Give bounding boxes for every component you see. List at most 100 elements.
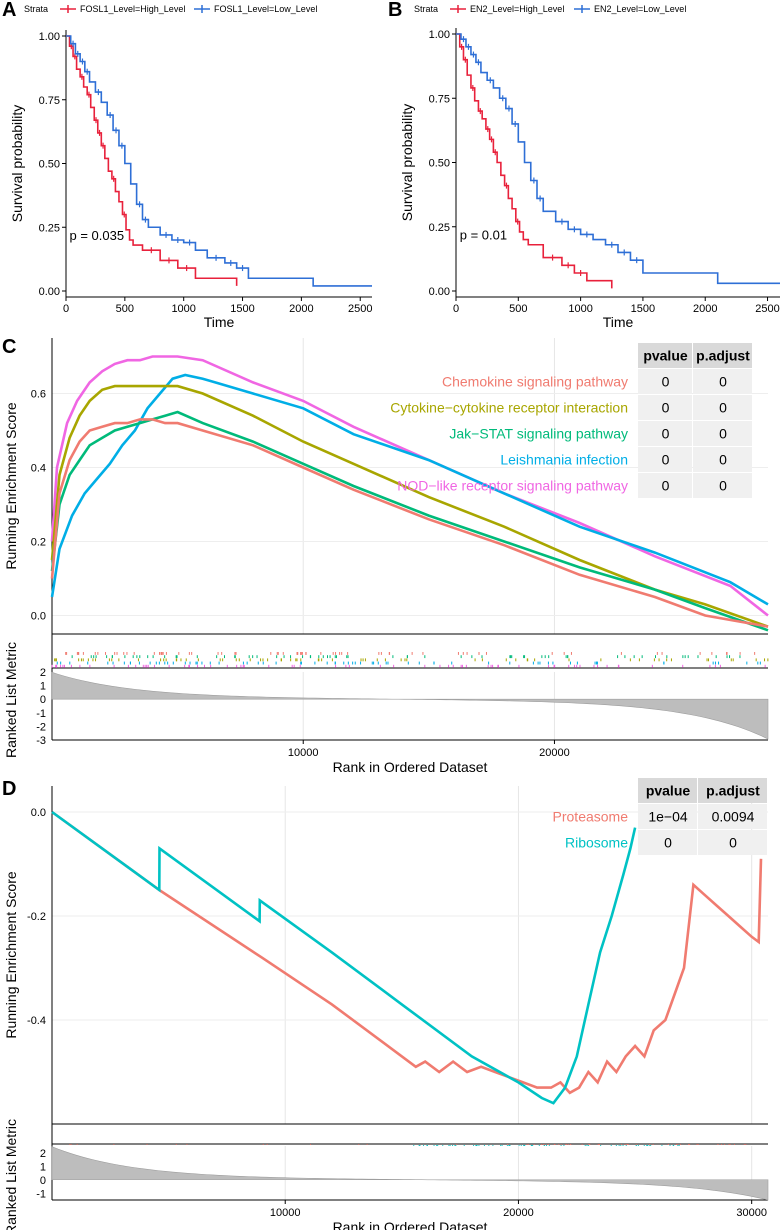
y-tick-label: 0.75 [429, 93, 450, 105]
y-tick-label: 0.4 [31, 463, 46, 475]
survival-curve-0 [66, 35, 238, 286]
x-axis-title: Time [204, 314, 235, 330]
metric-tick-label: -1 [36, 708, 46, 720]
table-header-padjust: p.adjust [706, 783, 760, 799]
y-tick-label: 0.00 [39, 286, 60, 298]
table-pvalue: 0 [662, 426, 670, 442]
table-cell [638, 369, 692, 394]
legend-label-1: FOSL1_Level=Low_Level [214, 4, 317, 14]
km-plot-b: Strata EN2_Level=High_Level EN2_Level=Low_… [399, 4, 780, 330]
enrichment-curve-3 [50, 410, 769, 632]
table-header-cell [638, 778, 697, 803]
x-tick-label: 2000 [693, 303, 717, 315]
legend-label-0: EN2_Level=High_Level [470, 4, 564, 14]
y-axis-title: Running Enrichment Score [3, 402, 19, 570]
y-tick-label: 0.50 [429, 158, 450, 170]
y-axis-title: Survival probability [399, 104, 415, 222]
metric-tick-label: 1 [40, 681, 46, 693]
x-tick-label: 30000 [736, 1207, 767, 1219]
enrichment-curve-1 [51, 810, 637, 1105]
table-pvalue: 1e−04 [648, 809, 688, 825]
x-tick-label: 500 [116, 303, 134, 315]
x-tick-label: 500 [509, 303, 527, 315]
metric-tick-label: 1 [40, 1161, 46, 1173]
km-plot-a: Strata FOSL1_Level=High_Level FOSL1_Level=… [9, 4, 372, 330]
metric-tick-label: -3 [36, 735, 46, 747]
x-tick-label: 10000 [270, 1207, 301, 1219]
table-header-padjust: p.adjust [696, 348, 750, 364]
table-cell [638, 421, 692, 446]
x-tick-label: 2500 [755, 303, 779, 315]
y-tick-label: 0.75 [39, 95, 60, 107]
enrichment-curve-2 [50, 384, 769, 628]
table-padjust: 0 [719, 452, 727, 468]
x-axis-title: Rank in Ordered Dataset [333, 759, 488, 775]
y-tick-label: -0.2 [27, 911, 46, 923]
x-tick-label: 1000 [171, 303, 195, 315]
gene-set-label: Ribosome [565, 835, 628, 851]
table-cell [638, 804, 697, 829]
table-pvalue: 0 [662, 400, 670, 416]
table-cell [638, 395, 692, 420]
table-padjust: 0 [719, 374, 727, 390]
x-tick-label: 0 [453, 303, 459, 315]
x-tick-label: 20000 [503, 1207, 534, 1219]
x-tick-label: 2000 [289, 303, 313, 315]
enrichment-curve-1 [50, 373, 769, 606]
table-pvalue: 0 [662, 374, 670, 390]
y-tick-label: 1.00 [429, 29, 450, 41]
y-tick-label: 0.00 [429, 286, 450, 298]
x-tick-label: 1500 [631, 303, 655, 315]
gene-set-label: Proteasome [553, 809, 629, 825]
metric-tick-label: 2 [40, 667, 46, 679]
x-tick-label: 20000 [539, 747, 570, 759]
table-padjust: 0.0094 [712, 809, 755, 825]
enrichment-curve-0 [51, 810, 763, 1095]
y-tick-label: 0.50 [39, 159, 60, 171]
table-cell [693, 369, 752, 394]
table-cell [638, 447, 692, 472]
x-axis-title: Time [603, 314, 634, 330]
table-padjust: 0 [719, 426, 727, 442]
gene-set-label: Chemokine signaling pathway [442, 374, 628, 390]
y-tick-label: 0.2 [31, 537, 46, 549]
ranked-metric-area [51, 1146, 769, 1201]
y-axis-title-metric: Ranked List Metric [3, 642, 19, 758]
table-padjust: 0 [719, 400, 727, 416]
legend-label-1: EN2_Level=Low_Level [594, 4, 686, 14]
table-cell [693, 473, 752, 498]
metric-tick-label: 0 [40, 694, 46, 706]
table-cell [698, 804, 767, 829]
x-axis-title: Rank in Ordered Dataset [333, 1219, 488, 1230]
gene-set-label: Jak−STAT signaling pathway [449, 426, 628, 442]
metric-tick-label: 0 [40, 1175, 46, 1187]
table-padjust: 0 [719, 478, 727, 494]
panel-label-b: B [388, 0, 402, 21]
panel-label-a: A [2, 0, 16, 21]
y-axis-title: Survival probability [9, 105, 25, 223]
p-value-annotation: p = 0.035 [70, 228, 125, 243]
panel-label-d: D [2, 778, 16, 800]
table-cell [698, 830, 767, 855]
table-header-cell [638, 343, 692, 368]
p-value-annotation: p = 0.01 [460, 228, 507, 243]
table-cell [693, 395, 752, 420]
panel-label-c: C [2, 336, 16, 358]
x-tick-label: 1000 [568, 303, 592, 315]
table-pvalue: 0 [662, 452, 670, 468]
table-cell [693, 447, 752, 472]
x-tick-label: 0 [63, 303, 69, 315]
metric-tick-label: -1 [36, 1188, 46, 1200]
ranked-metric-area [51, 671, 769, 740]
gene-set-label: Leishmania infection [500, 452, 628, 468]
table-cell [693, 421, 752, 446]
x-tick-label: 1500 [230, 303, 254, 315]
y-tick-label: 0.6 [31, 389, 46, 401]
y-tick-label: 1.00 [39, 31, 60, 43]
table-header-pvalue: pvalue [643, 348, 688, 364]
survival-curve-1 [456, 33, 780, 285]
metric-tick-label: -2 [36, 721, 46, 733]
enrichment-curve-4 [50, 418, 769, 628]
